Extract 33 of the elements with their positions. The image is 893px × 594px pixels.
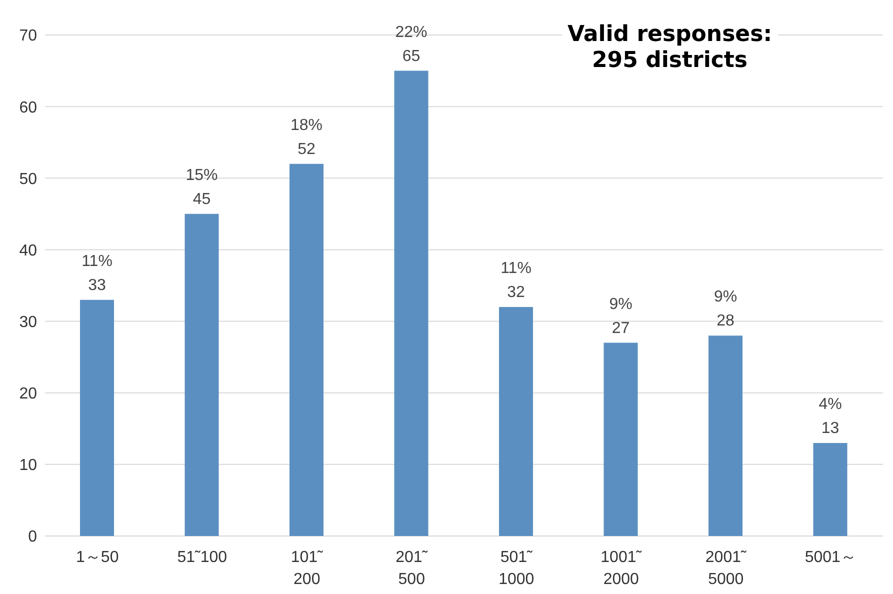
data-label: 9% 28 [714,288,738,330]
y-tick-label: 70 [19,28,38,45]
y-tick-label: 40 [19,242,38,260]
bar [708,336,742,536]
data-label: 22% 65 [395,24,428,65]
x-tick-label: 101˜ 200 [290,549,324,588]
y-tick-label: 0 [28,528,38,546]
x-tick-label: 1～50 [76,549,119,566]
y-tick-label: 10 [19,457,38,474]
bar [813,442,848,536]
bar [604,342,638,536]
bar [499,306,533,536]
x-tick-label: 5001～ [804,549,856,566]
x-tick-label: 2001˜ 5000 [705,549,748,588]
y-tick-label: 20 [19,386,38,403]
data-label: 4% 13 [818,396,842,437]
bar [290,164,324,536]
x-tick-label: 1001˜ 2000 [600,549,642,588]
data-label: 11% 32 [500,260,532,301]
y-tick-label: 60 [19,99,38,116]
data-label: 18% 52 [290,116,323,158]
annotation: Valid responses: 295 districts [562,22,778,74]
x-tick-label: 51˜100 [177,549,228,566]
data-label: 15% 45 [186,166,218,208]
x-tick-label: 201˜ 500 [396,549,428,588]
bar [80,300,114,536]
x-tick-label: 501˜ 1000 [498,549,534,588]
y-tick-label: 50 [19,170,38,188]
data-label: 9% 27 [609,296,632,337]
bar [394,70,428,536]
data-label: 11% 33 [82,252,112,294]
y-tick-label: 30 [19,314,38,331]
bar [184,214,219,536]
